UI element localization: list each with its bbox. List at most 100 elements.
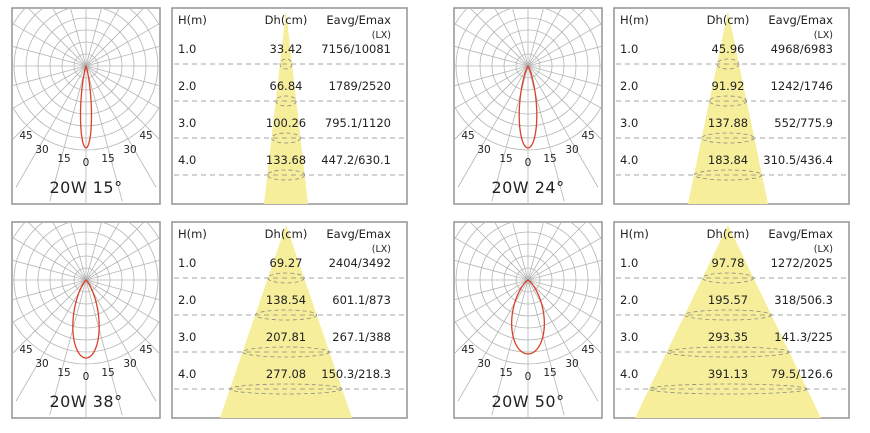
polar-angle-label: 45 [581,130,594,142]
polar-angle-label: 30 [565,358,578,370]
polar-angle-label: 0 [525,157,532,169]
polar-angle-label: 45 [461,344,474,356]
row-height: 1.0 [620,42,638,56]
polar-angle-label: 15 [543,153,556,165]
polar-angle-label: 30 [123,358,136,370]
row-diameter: 195.57 [708,293,748,307]
panel-title: 20W 50° [491,392,564,411]
header-unit: (LX) [814,30,833,41]
light-beam [688,11,768,204]
row-height: 1.0 [178,256,196,270]
row-diameter: 137.88 [708,116,748,130]
intensity-curve [79,65,93,149]
header-height: H(m) [620,13,649,27]
polar-angle-label: 30 [35,144,48,156]
row-diameter: 69.27 [270,256,303,270]
panel-title: 20W 15° [49,178,122,197]
header-height: H(m) [178,13,207,27]
header-unit: (LX) [372,30,391,41]
beam-table: H(m) Dh(cm) Eavg/Emax (LX) 1.0 33.42 7156/1008… [171,7,408,205]
polar-angle-label: 30 [477,144,490,156]
polar-angle-label: 30 [477,358,490,370]
row-illuminance: 1789/2520 [329,79,391,93]
row-illuminance: 318/506.3 [774,293,833,307]
beam-table: H(m) Dh(cm) Eavg/Emax (LX) 1.0 97.78 1272/2025… [613,221,850,419]
row-height: 4.0 [178,153,196,167]
row-height: 3.0 [178,330,196,344]
header-illuminance: Eavg/Emax [326,227,391,241]
row-height: 4.0 [178,367,196,381]
header-illuminance: Eavg/Emax [768,227,833,241]
row-height: 2.0 [178,79,196,93]
row-illuminance: 7156/10081 [321,42,391,56]
polar-angle-label: 45 [139,344,152,356]
row-illuminance: 141.3/225 [774,330,833,344]
row-illuminance: 1272/2025 [771,256,833,270]
header-diameter: Dh(cm) [707,13,750,27]
row-diameter: 100.26 [266,116,306,130]
row-height: 3.0 [620,116,638,130]
intensity-curve [518,65,538,149]
light-beam [220,225,352,418]
polar-angle-label: 30 [35,358,48,370]
polar-angle-label: 30 [565,144,578,156]
polar-angle-label: 45 [19,130,32,142]
row-illuminance: 447.2/630.1 [321,153,391,167]
row-illuminance: 795.1/1120 [325,116,391,130]
row-illuminance: 150.3/218.3 [321,367,391,381]
row-diameter: 207.81 [266,330,306,344]
polar-angle-label: 15 [499,367,512,379]
row-height: 1.0 [178,42,196,56]
intensity-curve [72,279,100,359]
row-diameter: 133.68 [266,153,306,167]
header-diameter: Dh(cm) [707,227,750,241]
polar-angle-label: 45 [461,130,474,142]
row-height: 4.0 [620,367,638,381]
beam-spot-ellipse [716,58,740,70]
row-diameter: 45.96 [712,42,745,56]
polar-angle-label: 0 [83,157,90,169]
row-height: 1.0 [620,256,638,270]
header-unit: (LX) [372,244,391,255]
row-illuminance: 310.5/436.4 [763,153,833,167]
polar-angle-label: 45 [139,130,152,142]
polar-angle-label: 15 [499,153,512,165]
row-height: 2.0 [620,293,638,307]
header-height: H(m) [178,227,207,241]
row-illuminance: 4968/6983 [771,42,833,56]
row-diameter: 277.08 [266,367,306,381]
polar-angle-label: 0 [525,371,532,383]
polar-angle-label: 15 [101,367,114,379]
beam-table: H(m) Dh(cm) Eavg/Emax (LX) 1.0 69.27 2404/3492… [171,221,408,419]
beam-table: H(m) Dh(cm) Eavg/Emax (LX) 1.0 45.96 4968/6983… [613,7,850,205]
polar-angle-label: 30 [123,144,136,156]
light-beam [264,11,308,204]
polar-angle-label: 15 [57,153,70,165]
row-illuminance: 79.5/126.6 [771,367,833,381]
row-illuminance: 552/775.9 [774,116,833,130]
row-illuminance: 1242/1746 [771,79,833,93]
row-diameter: 66.84 [270,79,303,93]
row-height: 3.0 [620,330,638,344]
row-illuminance: 601.1/873 [332,293,391,307]
polar-angle-label: 45 [581,344,594,356]
polar-angle-label: 15 [543,367,556,379]
row-diameter: 138.54 [266,293,306,307]
header-diameter: Dh(cm) [265,13,308,27]
polar-angle-label: 15 [57,367,70,379]
polar-angle-label: 0 [83,371,90,383]
row-height: 2.0 [620,79,638,93]
light-beam [635,225,821,418]
header-height: H(m) [620,227,649,241]
header-unit: (LX) [814,244,833,255]
row-diameter: 183.84 [708,153,748,167]
header-illuminance: Eavg/Emax [326,13,391,27]
panel-title: 20W 24° [491,178,564,197]
polar-angle-label: 15 [101,153,114,165]
